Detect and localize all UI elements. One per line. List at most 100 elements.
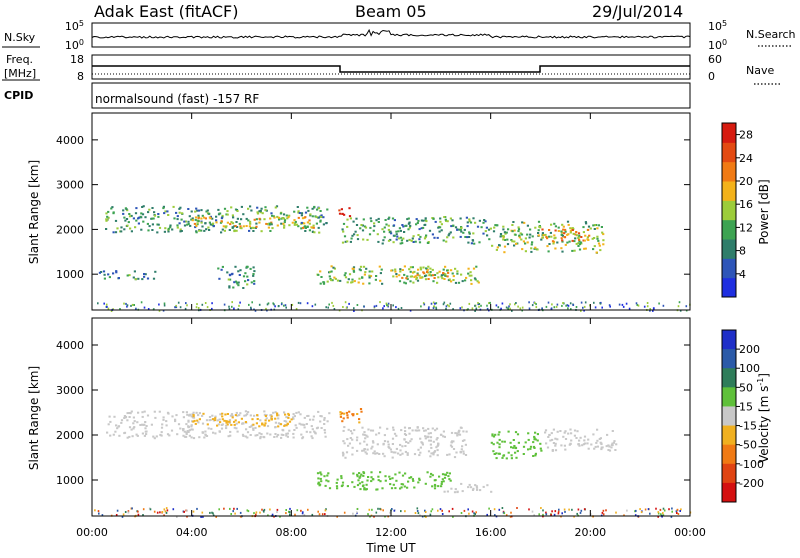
range-cell [358, 421, 361, 424]
range-cell [389, 483, 392, 486]
range-cell [463, 228, 466, 231]
range-cell [406, 453, 409, 456]
range-cell [536, 433, 539, 436]
range-cell [256, 211, 259, 214]
range-cell [459, 228, 462, 231]
noise-cell [163, 304, 166, 307]
range-cell [232, 286, 235, 289]
range-cell [252, 428, 255, 431]
noise-cell [97, 510, 100, 513]
range-cell [392, 275, 395, 278]
range-cell [107, 216, 110, 219]
range-cell [513, 240, 516, 243]
nave-tick-top: 60 [708, 53, 722, 66]
range-cell [179, 230, 182, 233]
range-cell [408, 238, 411, 241]
noise-cell [285, 509, 287, 511]
range-cell [596, 227, 599, 230]
range-cell [224, 413, 227, 416]
noise-cell [533, 514, 535, 517]
range-cell [368, 270, 371, 273]
noise-cell [153, 510, 156, 513]
range-cell [578, 439, 581, 442]
range-cell [519, 232, 522, 235]
noise-cell [414, 512, 417, 514]
range-cell [139, 215, 142, 218]
range-cell [585, 222, 588, 225]
range-cell [294, 220, 297, 223]
range-cell [345, 451, 349, 454]
range-cell [183, 220, 186, 223]
noise-cell [373, 305, 376, 308]
range-cell [184, 220, 187, 223]
range-cell [309, 213, 312, 216]
range-cell [271, 214, 274, 217]
range-cell [467, 486, 470, 489]
range-cell [564, 243, 567, 246]
range-cell [230, 413, 234, 416]
range-cell [362, 471, 365, 474]
range-cell [357, 281, 360, 284]
range-cell [437, 226, 440, 229]
range-cell [572, 227, 575, 230]
range-cell [152, 435, 155, 438]
range-cell [385, 223, 388, 226]
noise-cell [685, 305, 688, 308]
range-cell [502, 238, 505, 241]
range-cell [316, 426, 319, 429]
range-cell [369, 226, 372, 229]
range-cell [221, 265, 224, 268]
range-cell [495, 452, 498, 455]
range-cell [234, 225, 237, 227]
range-cell [218, 430, 221, 433]
range-cell [470, 279, 473, 282]
range-cell [563, 444, 566, 447]
range-cell [285, 434, 288, 437]
noise-cell [424, 511, 427, 513]
range-cell [383, 434, 386, 437]
range-cell [182, 428, 185, 431]
range-cell [305, 423, 308, 425]
range-cell [434, 479, 437, 482]
range-cell [304, 216, 307, 219]
range-cell [198, 412, 201, 415]
range-cell [457, 281, 461, 284]
range-cell [277, 433, 280, 436]
range-cell [510, 446, 513, 449]
noise-cell [184, 307, 187, 310]
range-cell [306, 206, 309, 209]
noise-cell [325, 306, 327, 309]
range-cell [302, 226, 305, 229]
noise-cell [352, 512, 354, 515]
range-cell [395, 479, 398, 482]
range-cell [436, 449, 439, 452]
range-cell [259, 437, 262, 440]
range-cell [408, 221, 411, 224]
range-cell [194, 422, 197, 425]
range-cell [349, 437, 352, 439]
range-cell [264, 422, 267, 425]
noise-cell [324, 509, 327, 512]
freq-left-tick-bottom: 8 [77, 70, 84, 83]
range-cell [220, 217, 223, 220]
range-cell [361, 224, 364, 227]
range-cell [406, 275, 409, 278]
range-cell [338, 212, 342, 215]
range-cell [229, 434, 232, 437]
range-cell [269, 230, 272, 232]
noise-cell [211, 307, 213, 310]
noise-cell [223, 507, 225, 510]
range-cell [442, 430, 445, 433]
range-cell [242, 225, 245, 228]
range-cell [446, 236, 449, 239]
range-cell [554, 225, 557, 228]
range-cell [201, 225, 204, 228]
range-cell [375, 219, 378, 222]
range-cell [586, 236, 589, 239]
range-cell [468, 231, 471, 234]
noise-cell [429, 513, 432, 516]
noise-cell [161, 511, 164, 513]
range-cell [258, 210, 261, 213]
range-cell [553, 222, 556, 225]
